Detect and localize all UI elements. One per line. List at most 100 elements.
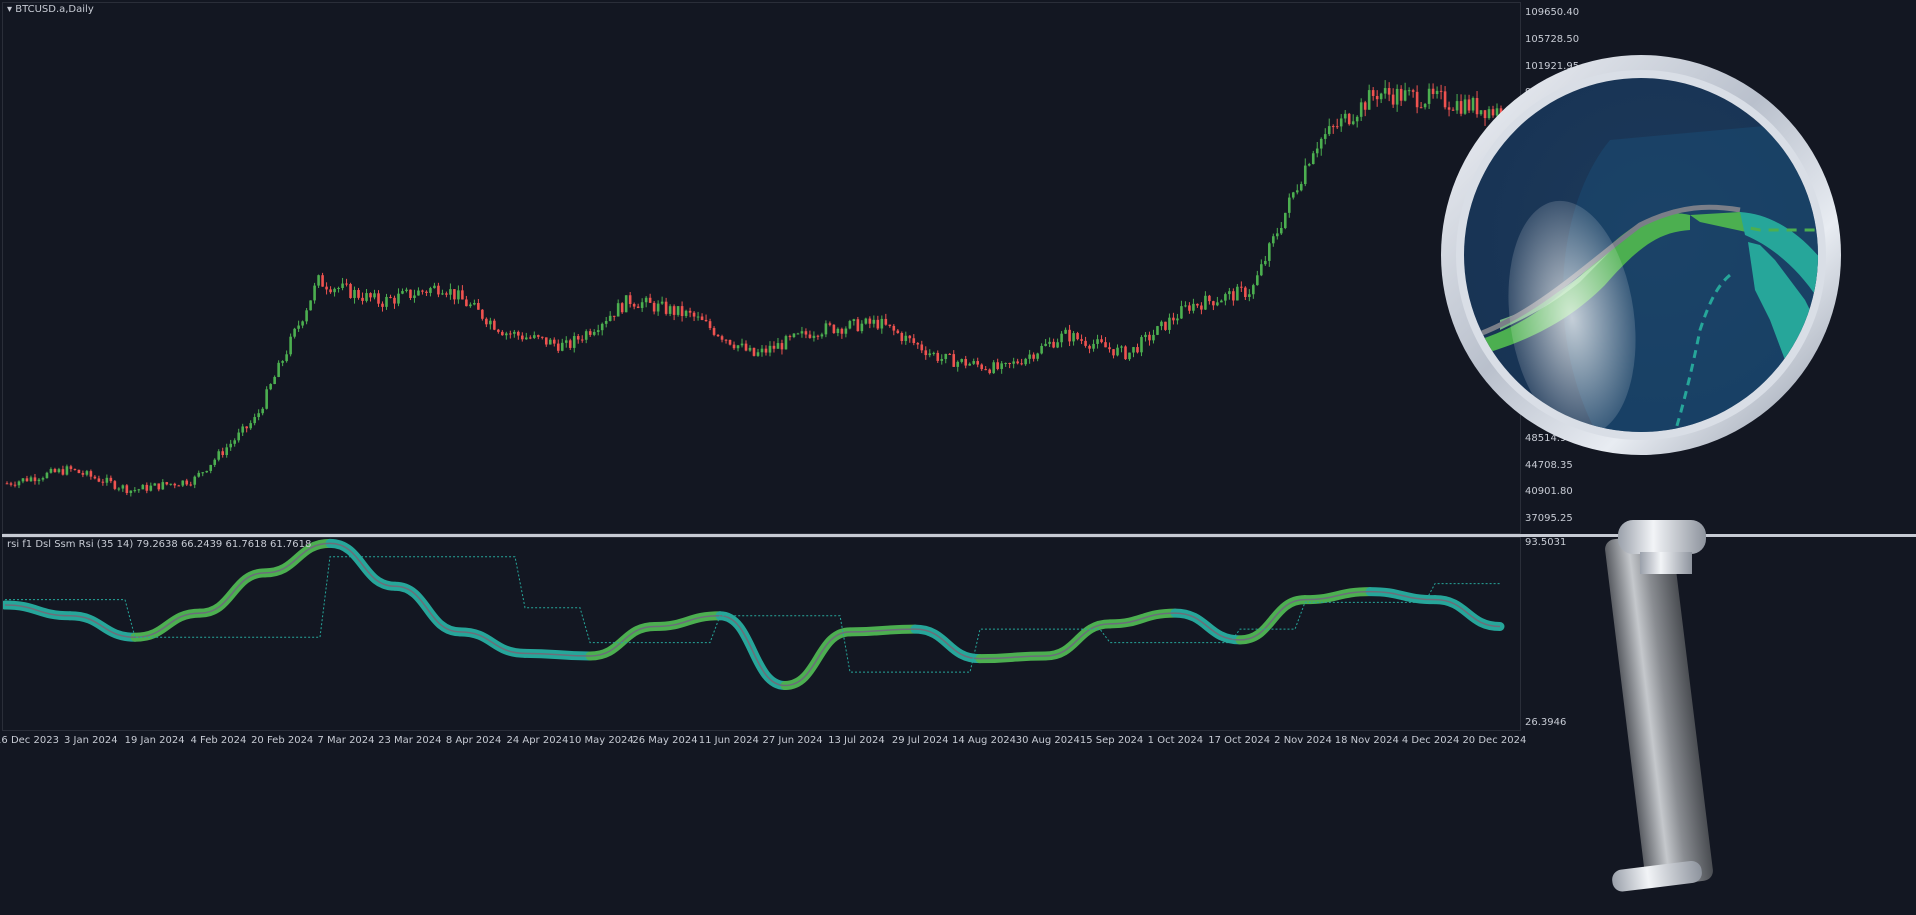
candle-body (177, 485, 181, 487)
candle-body (608, 315, 612, 321)
candle-body (1379, 93, 1383, 100)
price-tick-label: 82889.20 (1525, 193, 1573, 205)
candle-body (1236, 286, 1239, 301)
price-tick-label: 56128.00 (1525, 380, 1573, 392)
candle-body (1052, 341, 1055, 348)
candle-body (556, 343, 560, 351)
candle-body (1196, 303, 1199, 306)
panel-divider[interactable] (2, 534, 1916, 537)
candle-body (724, 339, 728, 341)
candle-body (704, 319, 708, 322)
candle-body (401, 291, 404, 294)
candle-body (684, 310, 688, 317)
time-tick-label: 4 Dec 2024 (1401, 735, 1460, 746)
candle-body (105, 477, 109, 483)
candle-body (489, 320, 492, 325)
candle-body (1455, 101, 1459, 111)
candle-body (1371, 90, 1375, 96)
candle-body (261, 408, 264, 414)
price-tick-label: 44708.35 (1525, 459, 1573, 471)
indicator-tick-label: 26.3946 (1525, 717, 1567, 728)
candle-body (688, 310, 692, 313)
candle-body (768, 345, 772, 353)
candle-body (1427, 88, 1431, 104)
candle-body (1148, 334, 1151, 341)
candle-body (509, 333, 512, 335)
candle-body (297, 325, 300, 329)
candle-body (305, 310, 308, 322)
candle-body (57, 469, 61, 473)
price-axis[interactable]: 109650.40 105728.50 101921.95 98115.45 94308… (1521, 2, 1916, 534)
candle-body (620, 303, 624, 313)
candle-body (301, 321, 304, 326)
candle-body (1272, 236, 1275, 244)
candle-body (852, 319, 856, 322)
candle-body (1244, 287, 1247, 297)
candle-body (908, 335, 912, 339)
collapse-triangle-icon[interactable]: ▾ (7, 4, 13, 15)
candle-body (1144, 334, 1147, 338)
candle-body (600, 323, 604, 331)
candle-body (341, 283, 344, 289)
indicator-panel[interactable]: rsi f1 Dsl Ssm Rsi (35 14) 79.2638 66.24… (2, 537, 1521, 731)
candle-body (892, 325, 896, 331)
candle-body (1008, 363, 1011, 365)
candle-body (237, 432, 240, 441)
rsi-chart[interactable] (3, 538, 1520, 730)
candle-body (1092, 343, 1095, 349)
candle-body (960, 359, 964, 362)
candle-body (525, 337, 528, 340)
candle-body (437, 285, 440, 295)
candle-body (173, 483, 177, 486)
indicator-axis[interactable]: 93.5031 26.3946 (1521, 537, 1916, 731)
candle-body (321, 275, 324, 287)
time-tick-label: 29 Jul 2024 (891, 735, 949, 746)
candle-body (856, 319, 860, 332)
candle-body (904, 335, 908, 342)
candle-body (1327, 126, 1331, 135)
price-tick-label: 40901.80 (1525, 486, 1573, 498)
candle-body (481, 309, 484, 319)
candle-body (1443, 91, 1447, 108)
candle-body (580, 339, 584, 341)
candle-body (1256, 275, 1259, 286)
time-tick-label: 19 Jan 2024 (124, 735, 185, 746)
candle-body (1004, 363, 1007, 365)
candle-body (513, 331, 516, 334)
candle-body (984, 369, 987, 371)
time-axis[interactable]: 16 Dec 2023 3 Jan 2024 19 Jan 2024 4 Feb 20… (0, 731, 1526, 915)
candle-body (680, 306, 684, 317)
candle-body (792, 333, 796, 338)
candle-body (1112, 349, 1115, 356)
candle-body (668, 306, 672, 314)
candle-body (616, 303, 620, 317)
candle-body (828, 323, 832, 325)
symbol-title[interactable]: ▾ BTCUSD.a,Daily (7, 4, 94, 15)
candle-body (700, 316, 704, 320)
candle-body (776, 343, 780, 349)
candle-body (1212, 301, 1215, 306)
price-panel[interactable]: ▾ BTCUSD.a,Daily (2, 2, 1521, 534)
candle-body (1208, 295, 1211, 302)
candle-body (932, 352, 936, 354)
candle-body (113, 481, 117, 489)
candle-body (1339, 118, 1343, 127)
candle-body (1403, 90, 1407, 101)
candle-body (1359, 102, 1363, 117)
candle-body (1291, 192, 1295, 198)
candle-body (1088, 345, 1091, 349)
candle-body (980, 364, 983, 370)
candle-body (1080, 339, 1083, 341)
candle-body (1248, 294, 1251, 297)
candle-body (1399, 88, 1403, 101)
candle-body (377, 293, 380, 304)
candle-body (812, 335, 816, 338)
candle-body (281, 361, 284, 363)
price-chart[interactable] (3, 3, 1520, 533)
candle-body (477, 302, 480, 310)
candle-body (560, 342, 564, 351)
candle-body (365, 293, 368, 301)
candle-body (245, 426, 248, 429)
candle-body (552, 339, 556, 344)
candle-body (1000, 363, 1003, 369)
